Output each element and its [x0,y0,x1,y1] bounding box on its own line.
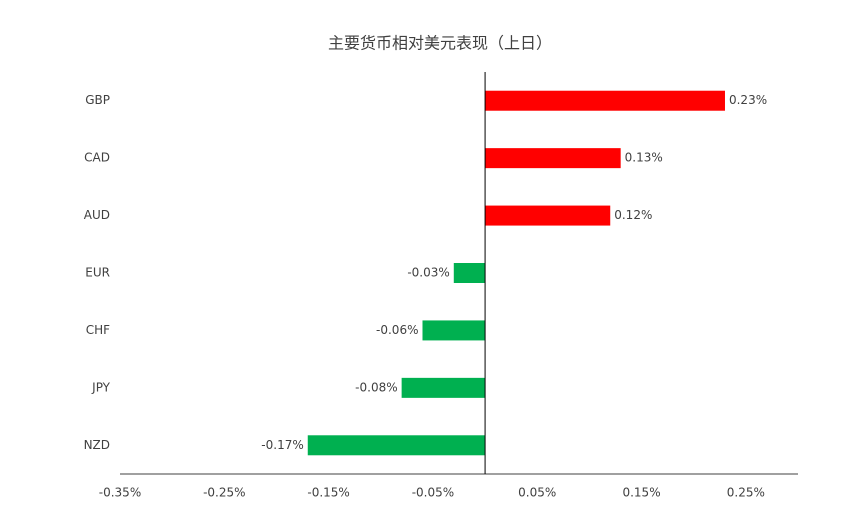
value-label: 0.13% [625,151,663,165]
x-tick-label: 0.05% [518,486,556,500]
x-tick-label: -0.05% [412,486,454,500]
x-tick-label: -0.15% [307,486,349,500]
value-label: -0.08% [355,380,397,394]
x-tick-label: 0.25% [727,486,765,500]
y-tick-label: AUD [84,208,110,222]
y-tick-label: NZD [84,438,110,452]
x-tick-label: -0.35% [99,486,141,500]
value-label: -0.03% [407,266,449,280]
bar [422,320,486,341]
y-tick-label: CHF [86,323,110,337]
value-label: -0.17% [261,438,303,452]
y-tick-label: CAD [84,151,110,165]
chart-title: 主要货币相对美元表现（上日） [328,34,552,53]
bar [485,90,725,111]
y-tick-label: EUR [85,266,110,280]
y-tick-label: JPY [91,380,111,394]
x-tick-label: -0.25% [203,486,245,500]
value-label: -0.06% [376,323,418,337]
bar [307,435,486,456]
x-tick-label: 0.15% [622,486,660,500]
bar [401,377,486,398]
bar [485,148,621,169]
value-label: 0.12% [614,208,652,222]
value-label: 0.23% [729,93,767,107]
bar [485,205,611,226]
bar [453,263,486,283]
y-tick-label: GBP [85,93,110,107]
